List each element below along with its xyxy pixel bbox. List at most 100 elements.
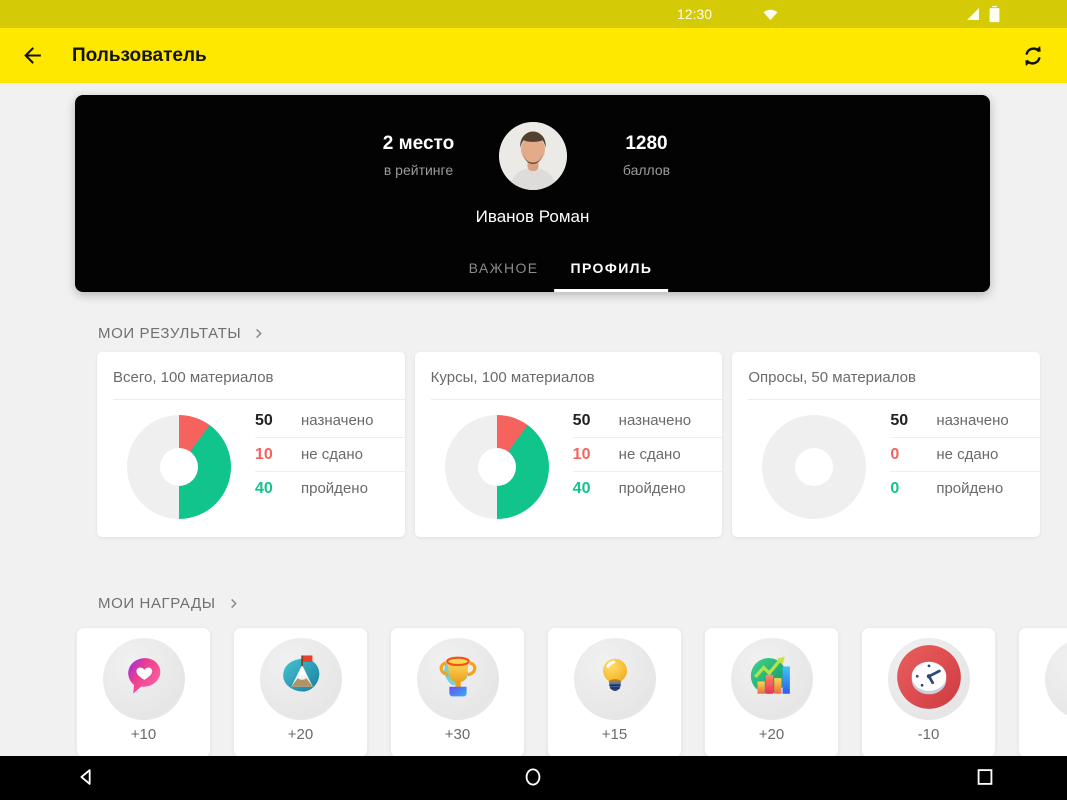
battery-icon	[989, 5, 1000, 23]
legend-label: пройдено	[618, 480, 686, 497]
chevron-right-icon	[230, 598, 237, 609]
legend-row: 0 пройдено	[890, 472, 1040, 505]
profile-name: Иванов Роман	[475, 207, 590, 226]
result-card-title: Всего, 100 материалов	[113, 369, 274, 386]
award-badge-circle	[102, 638, 185, 720]
result-card[interactable]: Всего, 100 материалов 50 назначено 10 не сда…	[97, 352, 405, 537]
award-badge-circle	[887, 638, 970, 720]
points-value: 1280	[625, 133, 668, 154]
legend-row: 50 назначено	[255, 404, 405, 438]
award-badge-circle	[259, 638, 342, 720]
legend-row: 10 не сдано	[255, 438, 405, 472]
page-title: Пользователь	[72, 44, 207, 66]
legend-label: пройдено	[936, 480, 1004, 497]
awards-section-header[interactable]: МОИ НАГРАДЫ	[98, 595, 241, 612]
chevron-right-icon	[256, 328, 262, 339]
rank-label: в рейтинге	[383, 162, 454, 178]
points-label: баллов	[622, 162, 671, 178]
nav-recents-button[interactable]	[965, 758, 1005, 798]
results-row: Всего, 100 материалов 50 назначено 10 не сда…	[97, 352, 1041, 537]
legend-value: 10	[255, 445, 273, 463]
award-card[interactable]: +20	[233, 627, 368, 758]
nav-back-icon	[75, 766, 97, 791]
sync-icon	[1025, 45, 1041, 66]
donut-chart	[127, 415, 231, 519]
award-points: +10	[130, 726, 157, 743]
result-card-title: Курсы, 100 материалов	[430, 369, 595, 386]
legend-value: 50	[255, 411, 273, 429]
divider	[430, 399, 723, 400]
growth-chart-icon	[743, 648, 801, 711]
points-stat: 1280 баллов	[603, 122, 691, 190]
award-badge-circle	[573, 638, 656, 720]
legend: 50 назначено 0 не сдано 0 пройдено	[890, 404, 1041, 505]
award-card[interactable]: +15	[547, 627, 682, 758]
legend-label: назначено	[936, 412, 1009, 429]
navigation-bar	[0, 756, 1067, 800]
results-section-header[interactable]: МОИ РЕЗУЛЬТАТЫ	[98, 325, 266, 342]
divider	[113, 399, 405, 400]
legend-label: не сдано	[936, 446, 999, 463]
awards-row: +10 +20 +30 +15 +20 -10	[76, 627, 1067, 758]
nav-home-button[interactable]	[513, 758, 553, 798]
award-points: +30	[444, 726, 471, 743]
heart-bubble-icon	[117, 650, 171, 709]
legend-label: назначено	[618, 412, 692, 429]
award-card[interactable]: +30	[390, 627, 525, 758]
award-points: +15	[601, 726, 628, 743]
signal-icon	[967, 8, 979, 20]
status-bar: 12:30	[0, 0, 1067, 28]
tab-profile[interactable]: ПРОФИЛЬ	[554, 246, 669, 292]
legend-value: 50	[890, 411, 909, 429]
arrow-back-icon	[23, 47, 41, 64]
award-badge-circle	[730, 638, 813, 720]
legend-value: 50	[572, 411, 591, 429]
award-card[interactable]	[1018, 627, 1067, 758]
nav-back-button[interactable]	[66, 758, 106, 798]
nav-recents-icon	[974, 766, 996, 791]
awards-section-title: МОИ НАГРАДЫ	[98, 595, 216, 612]
result-card[interactable]: Курсы, 100 материалов 50 назначено 10 не сда…	[414, 352, 723, 537]
result-card-body: 50 назначено 0 не сдано 0 пройдено	[732, 400, 1041, 519]
result-card-title: Опросы, 50 материалов	[748, 369, 916, 386]
legend-row: 0 не сдано	[890, 438, 1041, 472]
award-points: -10	[917, 726, 940, 743]
legend-label: назначено	[301, 412, 374, 429]
avatar[interactable]	[498, 122, 567, 190]
award-card[interactable]: +20	[704, 627, 839, 758]
legend-value: 40	[255, 479, 273, 497]
award-points: +20	[287, 726, 314, 743]
profile-card: 2 место в рейтинге	[75, 95, 990, 292]
legend: 50 назначено 10 не сдано 40 пройдено	[255, 404, 405, 505]
tab-important[interactable]: ВАЖНОЕ	[453, 246, 555, 292]
donut-chart	[762, 415, 867, 519]
clock-icon	[893, 641, 965, 718]
results-section-title: МОИ РЕЗУЛЬТАТЫ	[98, 325, 242, 342]
award-points: +20	[758, 726, 785, 743]
divider	[748, 399, 1041, 400]
legend-row: 40 пройдено	[573, 472, 723, 505]
legend-value: 40	[572, 479, 591, 497]
legend-row: 50 назначено	[890, 404, 1041, 438]
award-card[interactable]: -10	[861, 627, 996, 758]
lightbulb-icon	[590, 652, 640, 707]
legend: 50 назначено 10 не сдано 40 пройдено	[572, 404, 723, 505]
rank-value: 2 место	[382, 133, 455, 154]
result-card-body: 50 назначено 10 не сдано 40 пройдено	[97, 400, 405, 519]
back-button[interactable]	[12, 36, 52, 76]
mountain-flag-icon	[273, 649, 329, 710]
result-card-body: 50 назначено 10 не сдано 40 пройдено	[415, 400, 723, 519]
award-card[interactable]: +10	[76, 627, 211, 758]
legend-label: не сдано	[618, 446, 681, 463]
badge-partial-icon	[1060, 651, 1067, 708]
result-card[interactable]: Опросы, 50 материалов 50 назначено 0 не сдан…	[732, 352, 1041, 537]
legend-label: не сдано	[301, 446, 364, 463]
wifi-icon	[763, 9, 778, 21]
profile-tabs: ВАЖНОЕ ПРОФИЛЬ	[453, 246, 669, 292]
content-area: 2 место в рейтинге	[0, 83, 1067, 800]
refresh-button[interactable]	[1013, 36, 1053, 76]
trophy-icon	[430, 649, 486, 710]
award-badge-circle	[1044, 638, 1067, 720]
legend-row: 50 назначено	[572, 404, 723, 438]
